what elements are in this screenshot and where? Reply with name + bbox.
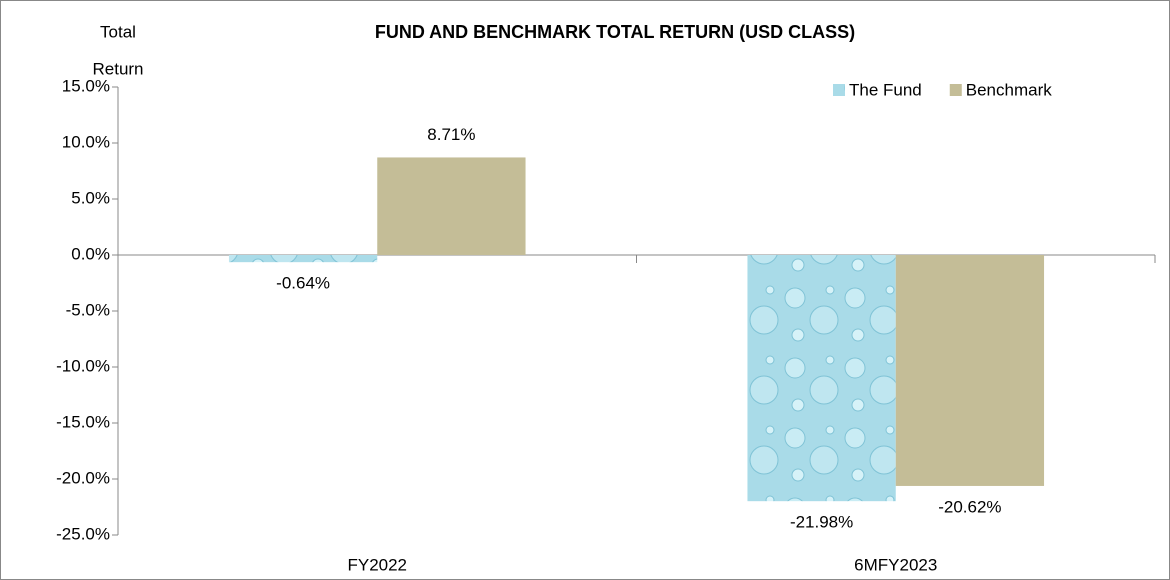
legend-swatch	[949, 84, 962, 96]
x-tick-label: 6MFY2023	[854, 555, 937, 574]
y-tick-label: -25.0%	[56, 524, 110, 543]
y-tick-label: -5.0%	[66, 300, 110, 319]
bar	[895, 255, 1045, 486]
x-tick-label: FY2022	[347, 555, 407, 574]
legend-label: Benchmark	[966, 80, 1052, 99]
data-label: -0.64%	[276, 274, 330, 293]
y-tick-label: 0.0%	[71, 244, 110, 263]
y-tick-label: -15.0%	[56, 412, 110, 431]
y-tick-label: -10.0%	[56, 356, 110, 375]
bar	[228, 255, 378, 263]
y-axis-label: Total	[100, 22, 136, 41]
legend-label: The Fund	[849, 80, 922, 99]
data-label: -21.98%	[790, 513, 853, 532]
y-axis-label: Return	[92, 59, 143, 78]
legend-swatch	[833, 84, 845, 96]
data-label: 8.71%	[427, 125, 475, 144]
bar	[377, 157, 526, 255]
chart-title: FUND AND BENCHMARK TOTAL RETURN (USD CLA…	[375, 22, 855, 42]
bar	[747, 255, 896, 502]
data-label: -20.62%	[938, 497, 1001, 516]
y-tick-label: 15.0%	[62, 76, 110, 95]
y-tick-label: 10.0%	[62, 132, 110, 151]
y-tick-label: -20.0%	[56, 468, 110, 487]
y-tick-label: 5.0%	[71, 188, 110, 207]
